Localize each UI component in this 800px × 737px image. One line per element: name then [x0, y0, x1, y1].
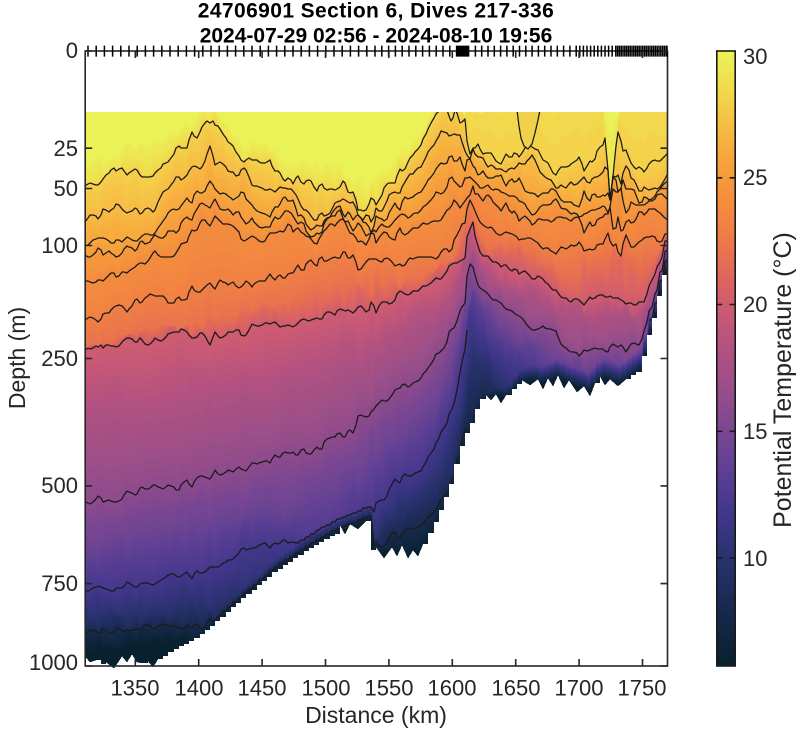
svg-text:1700: 1700: [555, 676, 604, 701]
svg-text:1400: 1400: [175, 676, 224, 701]
svg-text:Distance (km): Distance (km): [305, 702, 447, 728]
svg-text:1000: 1000: [29, 650, 78, 675]
svg-text:24706901 Section 6, Dives 217-: 24706901 Section 6, Dives 217-336: [198, 0, 554, 23]
svg-text:15: 15: [743, 419, 767, 444]
svg-text:1450: 1450: [238, 676, 287, 701]
svg-text:10: 10: [743, 546, 767, 571]
svg-text:1500: 1500: [302, 676, 351, 701]
svg-text:0: 0: [66, 38, 78, 63]
svg-text:250: 250: [41, 346, 78, 371]
svg-text:Potential Temperature (°C): Potential Temperature (°C): [769, 232, 797, 528]
svg-text:500: 500: [41, 473, 78, 498]
svg-text:25: 25: [54, 136, 78, 161]
svg-text:50: 50: [54, 176, 78, 201]
svg-text:Depth (m): Depth (m): [4, 307, 30, 409]
svg-text:30: 30: [743, 44, 767, 69]
svg-text:2024-07-29 02:56 - 2024-08-10: 2024-07-29 02:56 - 2024-08-10 19:56: [200, 25, 553, 48]
svg-text:20: 20: [743, 292, 767, 317]
svg-text:25: 25: [743, 165, 767, 190]
svg-text:1350: 1350: [111, 676, 160, 701]
svg-text:1650: 1650: [492, 676, 541, 701]
svg-text:1750: 1750: [618, 676, 667, 701]
svg-text:750: 750: [41, 571, 78, 596]
svg-text:100: 100: [41, 233, 78, 258]
svg-text:1550: 1550: [365, 676, 414, 701]
svg-text:1600: 1600: [428, 676, 477, 701]
